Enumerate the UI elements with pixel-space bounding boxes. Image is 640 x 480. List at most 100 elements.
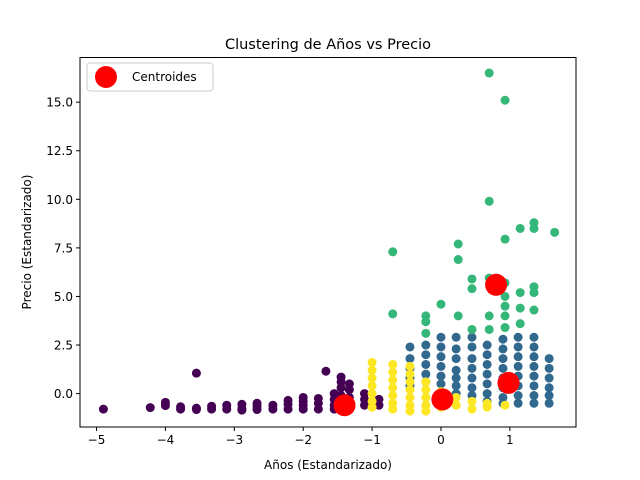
data-point-cluster-3 [405, 369, 415, 379]
data-point-cluster-0 [145, 403, 155, 413]
data-point-cluster-2 [467, 284, 477, 294]
data-point-cluster-0 [222, 404, 232, 414]
data-point-cluster-3 [367, 373, 377, 383]
data-point-cluster-1 [421, 350, 431, 360]
data-point-cluster-1 [482, 340, 492, 350]
data-point-cluster-1 [544, 383, 554, 393]
data-point-cluster-1 [467, 354, 477, 364]
data-point-cluster-2 [388, 309, 398, 319]
data-point-cluster-1 [513, 361, 523, 371]
data-point-cluster-1 [498, 363, 508, 373]
data-point-cluster-3 [421, 377, 431, 387]
data-point-cluster-3 [421, 406, 431, 416]
data-point-cluster-3 [405, 377, 415, 387]
data-point-cluster-3 [467, 404, 477, 414]
data-point-cluster-1 [436, 352, 446, 362]
centroid-markers [333, 273, 520, 417]
data-point-cluster-3 [388, 391, 398, 401]
data-point-cluster-0 [191, 405, 201, 415]
data-point-cluster-1 [513, 342, 523, 352]
data-point-cluster-0 [344, 385, 354, 395]
data-point-cluster-0 [374, 400, 384, 410]
data-point-cluster-1 [421, 359, 431, 369]
data-point-cluster-2 [484, 324, 494, 334]
data-point-cluster-1 [467, 363, 477, 373]
data-point-cluster-1 [544, 363, 554, 373]
data-point-cluster-0 [313, 404, 323, 414]
data-point-cluster-2 [500, 95, 510, 105]
legend: Centroides [86, 62, 214, 92]
data-point-cluster-3 [451, 392, 461, 402]
data-point-cluster-3 [367, 381, 377, 391]
data-point-cluster-0 [283, 404, 293, 414]
data-point-cluster-3 [367, 358, 377, 368]
data-point-cluster-2 [436, 299, 446, 309]
data-point-cluster-3 [405, 361, 415, 371]
x-tick-label: −4 [157, 433, 175, 447]
x-tick-label: −1 [363, 433, 381, 447]
x-tick-label: −3 [225, 433, 243, 447]
data-point-cluster-3 [405, 385, 415, 395]
data-point-cluster-1 [529, 391, 539, 401]
data-point-cluster-1 [405, 354, 415, 364]
data-point-cluster-1 [405, 342, 415, 352]
data-point-cluster-2 [484, 196, 494, 206]
data-point-cluster-1 [529, 352, 539, 362]
data-point-cluster-2 [500, 301, 510, 311]
data-point-cluster-1 [467, 342, 477, 352]
data-point-cluster-0 [176, 404, 186, 414]
y-tick-label: 10.0 [46, 193, 73, 207]
data-point-cluster-1 [451, 373, 461, 383]
data-point-cluster-0 [321, 366, 331, 376]
data-point-cluster-3 [421, 385, 431, 395]
data-point-cluster-3 [388, 375, 398, 385]
data-point-cluster-3 [388, 367, 398, 377]
data-point-cluster-1 [529, 398, 539, 408]
data-point-cluster-3 [388, 359, 398, 369]
y-tick-label: 2.5 [54, 339, 73, 353]
data-point-cluster-1 [513, 391, 523, 401]
data-point-cluster-2 [388, 247, 398, 257]
data-point-cluster-1 [451, 354, 461, 364]
data-point-cluster-1 [451, 381, 461, 391]
chart-title: Clustering de Años vs Precio [225, 37, 431, 53]
data-point-cluster-1 [467, 373, 477, 383]
data-point-cluster-0 [336, 383, 346, 393]
centroid-marker [431, 388, 454, 411]
data-point-cluster-2 [515, 319, 525, 329]
x-tick-label: 0 [437, 433, 445, 447]
data-point-cluster-0 [237, 405, 247, 415]
plot-frame [79, 57, 577, 428]
data-point-cluster-3 [405, 406, 415, 416]
legend-centroid-marker [95, 66, 117, 88]
data-point-cluster-1 [436, 379, 446, 389]
data-point-cluster-1 [451, 365, 461, 375]
data-point-cluster-1 [544, 354, 554, 364]
data-point-cluster-0 [268, 404, 278, 414]
data-point-cluster-2 [529, 305, 539, 315]
data-point-cluster-1 [498, 344, 508, 354]
data-point-cluster-1 [529, 381, 539, 391]
data-point-cluster-2 [484, 311, 494, 321]
x-tick-label: 1 [506, 433, 514, 447]
data-point-cluster-2 [529, 288, 539, 298]
data-point-cluster-1 [436, 332, 446, 342]
data-point-cluster-2 [453, 255, 463, 265]
data-point-cluster-1 [482, 359, 492, 369]
y-tick-label: 15.0 [46, 96, 73, 110]
data-point-cluster-2 [500, 311, 510, 321]
data-point-cluster-1 [467, 383, 477, 393]
data-point-cluster-2 [453, 311, 463, 321]
y-tick-label: 0.0 [54, 387, 73, 401]
x-tick-label: −5 [88, 433, 106, 447]
data-point-cluster-1 [451, 332, 461, 342]
data-point-cluster-3 [367, 365, 377, 375]
centroid-marker [485, 273, 508, 296]
data-point-cluster-2 [500, 323, 510, 333]
data-point-cluster-3 [451, 400, 461, 410]
data-point-cluster-1 [482, 369, 492, 379]
data-point-cluster-1 [529, 361, 539, 371]
data-point-cluster-1 [436, 342, 446, 352]
data-point-cluster-0 [252, 405, 262, 415]
